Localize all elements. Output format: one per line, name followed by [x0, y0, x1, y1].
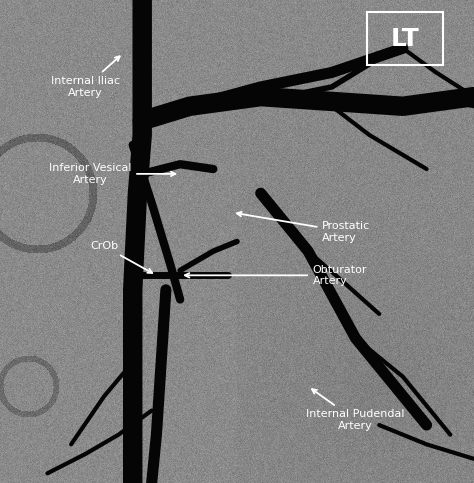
- Text: LT: LT: [391, 27, 419, 51]
- Text: Inferior Vesical
Artery: Inferior Vesical Artery: [49, 163, 175, 185]
- Text: CrOb: CrOb: [90, 242, 152, 273]
- Text: Prostatic
Artery: Prostatic Artery: [237, 212, 371, 242]
- Text: Internal Pudendal
Artery: Internal Pudendal Artery: [306, 389, 405, 431]
- Text: Obturator
Artery: Obturator Artery: [185, 265, 367, 286]
- Text: Internal Iliac
Artery: Internal Iliac Artery: [51, 57, 120, 98]
